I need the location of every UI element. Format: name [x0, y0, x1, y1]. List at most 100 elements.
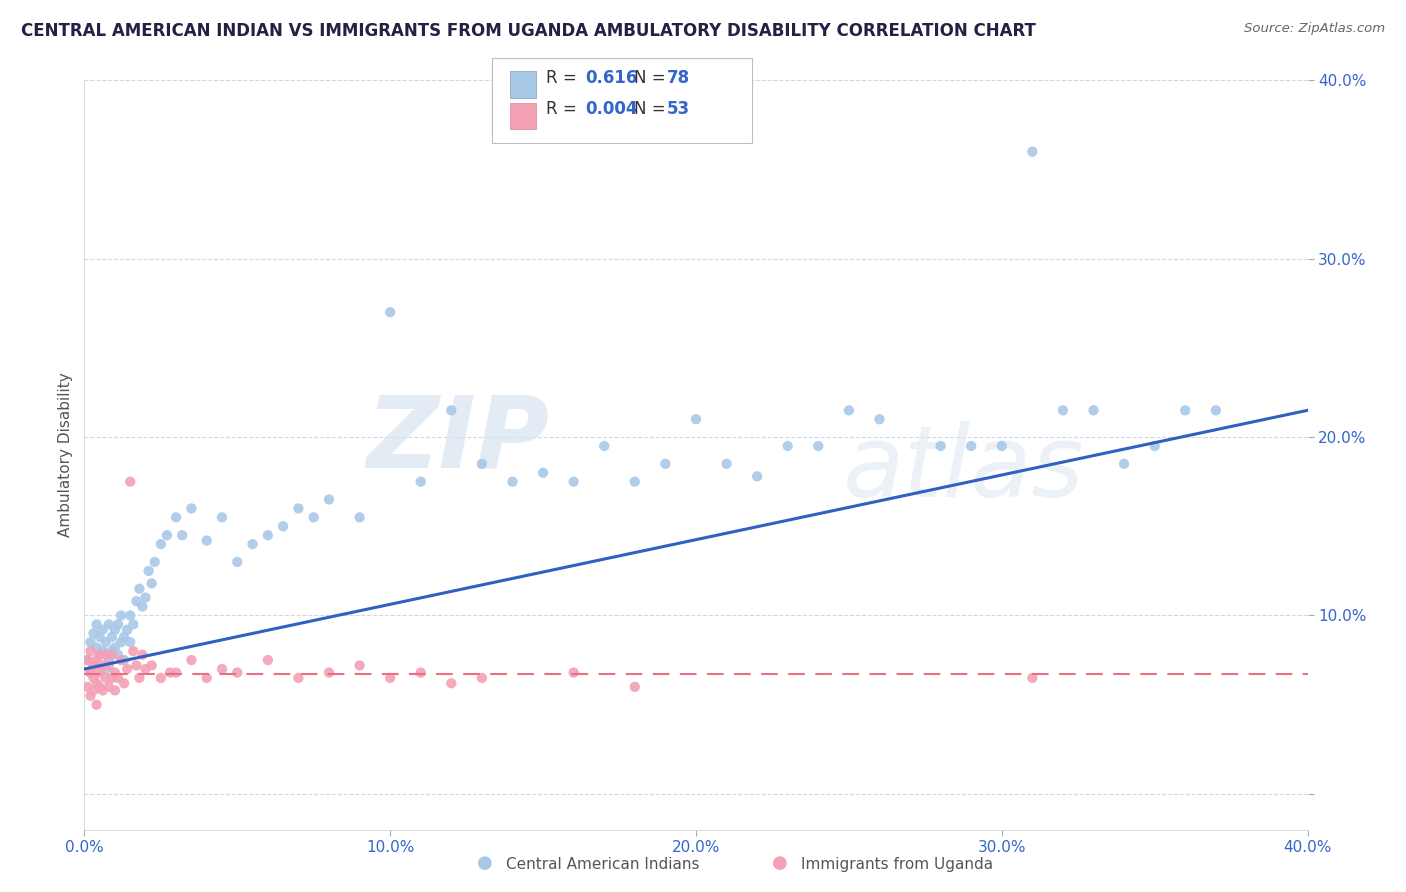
Point — [107, 671, 129, 685]
Point — [83, 626, 105, 640]
Point — [83, 671, 105, 685]
Point — [83, 658, 105, 673]
Point — [226, 665, 249, 680]
Text: R =: R = — [546, 100, 582, 119]
Point — [141, 658, 163, 673]
Point — [122, 617, 145, 632]
Point — [86, 640, 108, 655]
Point — [172, 528, 194, 542]
Point — [135, 591, 157, 605]
Point — [1021, 145, 1043, 159]
Point — [471, 457, 494, 471]
Point — [380, 671, 402, 685]
Point — [128, 582, 150, 596]
Point — [131, 599, 153, 614]
Point — [1083, 403, 1105, 417]
Point — [195, 671, 218, 685]
Point — [318, 492, 340, 507]
Point — [97, 680, 120, 694]
Point — [104, 683, 127, 698]
Point — [271, 519, 294, 533]
Point — [101, 648, 124, 662]
Point — [104, 640, 127, 655]
Text: 53: 53 — [666, 100, 689, 119]
Point — [91, 683, 114, 698]
Text: R =: R = — [546, 69, 582, 87]
Point — [101, 630, 124, 644]
Point — [165, 665, 187, 680]
Point — [257, 528, 280, 542]
Point — [89, 665, 111, 680]
Point — [380, 305, 402, 319]
Text: Source: ZipAtlas.com: Source: ZipAtlas.com — [1244, 22, 1385, 36]
Point — [76, 680, 98, 694]
Point — [89, 680, 111, 694]
Point — [91, 658, 114, 673]
Point — [112, 676, 135, 690]
Text: 0.616: 0.616 — [585, 69, 637, 87]
Point — [242, 537, 264, 551]
Point — [76, 653, 98, 667]
Point — [1052, 403, 1074, 417]
Point — [91, 644, 114, 658]
Point — [1205, 403, 1227, 417]
Point — [318, 665, 340, 680]
Text: atlas: atlas — [842, 421, 1084, 518]
Point — [165, 510, 187, 524]
Point — [97, 653, 120, 667]
Point — [125, 594, 148, 608]
Point — [89, 630, 111, 644]
Point — [838, 403, 860, 417]
Point — [112, 653, 135, 667]
Point — [86, 698, 108, 712]
Point — [302, 510, 325, 524]
Point — [929, 439, 952, 453]
Point — [120, 475, 142, 489]
Point — [86, 617, 108, 632]
Point — [226, 555, 249, 569]
Point — [776, 439, 799, 453]
Point — [101, 644, 124, 658]
Point — [79, 665, 101, 680]
Point — [349, 510, 371, 524]
Point — [83, 658, 105, 673]
Point — [138, 564, 160, 578]
Point — [562, 665, 585, 680]
Point — [141, 576, 163, 591]
Point — [716, 457, 738, 471]
Text: N =: N = — [634, 69, 671, 87]
Point — [960, 439, 983, 453]
Point — [79, 665, 101, 680]
Point — [115, 623, 138, 637]
Text: Central American Indians: Central American Indians — [506, 857, 700, 872]
Point — [122, 644, 145, 658]
Point — [624, 680, 647, 694]
Text: N =: N = — [634, 100, 671, 119]
Point — [409, 665, 432, 680]
Point — [79, 689, 101, 703]
Point — [110, 653, 132, 667]
Point — [110, 635, 132, 649]
Point — [97, 617, 120, 632]
Point — [107, 617, 129, 632]
Point — [94, 635, 117, 649]
Point — [79, 635, 101, 649]
Point — [156, 528, 179, 542]
Point — [120, 608, 142, 623]
Point — [120, 635, 142, 649]
Point — [110, 608, 132, 623]
Y-axis label: Ambulatory Disability: Ambulatory Disability — [58, 373, 73, 537]
Point — [104, 623, 127, 637]
Point — [287, 671, 309, 685]
Text: 78: 78 — [666, 69, 689, 87]
Point — [135, 662, 157, 676]
Point — [86, 653, 108, 667]
Point — [104, 665, 127, 680]
Point — [440, 403, 463, 417]
Point — [869, 412, 891, 426]
Point — [685, 412, 707, 426]
Point — [747, 469, 769, 483]
Point — [86, 676, 108, 690]
Point — [195, 533, 218, 548]
Text: ●: ● — [477, 855, 494, 872]
